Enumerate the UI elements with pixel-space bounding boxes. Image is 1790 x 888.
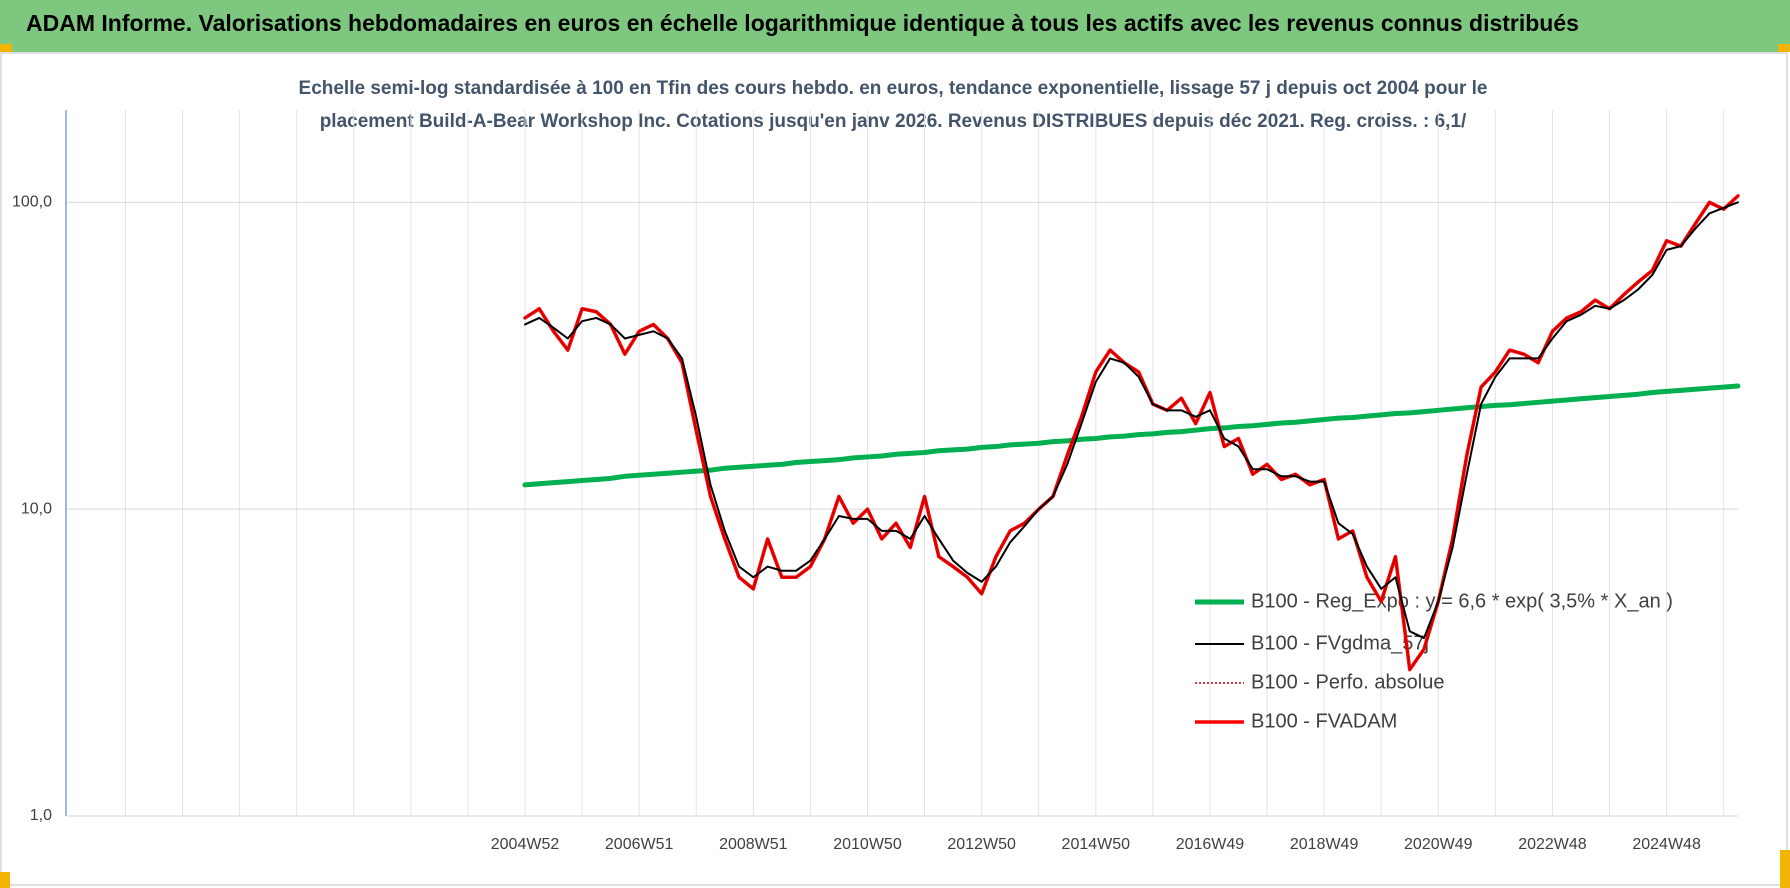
legend: B100 - Reg_Expo : y = 6,6 * exp( 3,5% * …	[1195, 590, 1673, 732]
series-line	[522, 383, 1741, 488]
legend-label: B100 - FVADAM	[1251, 710, 1397, 732]
x-tick-label: 2008W51	[719, 836, 788, 853]
corner-mark	[0, 44, 12, 52]
legend-label: B100 - Reg_Expo : y = 6,6 * exp( 3,5% * …	[1251, 590, 1673, 612]
x-tick-label: 2018W49	[1290, 836, 1359, 853]
chart-title: ADAM Informe. Valorisations hebdomadaire…	[26, 10, 1579, 36]
x-tick-label: 2004W52	[491, 836, 560, 853]
x-tick-label: 2016W49	[1176, 836, 1245, 853]
series-line	[524, 195, 1739, 671]
x-tick-label: 2022W48	[1518, 836, 1587, 853]
corner-mark	[1780, 850, 1790, 888]
chart-subtitle: Echelle semi-log standardisée à 100 en T…	[299, 78, 1488, 99]
y-tick-label: 1,0	[30, 807, 52, 824]
y-tick-label: 100,0	[12, 194, 52, 211]
legend-label: B100 - FVgdma_57j	[1251, 632, 1429, 654]
x-tick-label: 2024W48	[1632, 836, 1701, 853]
x-tick-label: 2012W50	[947, 836, 1016, 853]
y-tick-label: 10,0	[21, 500, 52, 517]
chart-frame	[0, 52, 1788, 886]
grid	[66, 110, 1738, 817]
legend-label: B100 - Perfo. absolue	[1251, 671, 1444, 693]
axes: 1,0 10,0 100,0 2004W52 2006W51 2008W51 2010W50…	[12, 110, 1738, 853]
x-tick-label: 2014W50	[1062, 836, 1131, 853]
x-tick-label: 2020W49	[1404, 836, 1473, 853]
corner-mark	[1778, 44, 1790, 52]
plot	[522, 194, 1741, 672]
series-line	[524, 201, 1739, 640]
title-bar	[0, 0, 1790, 52]
corner-mark	[0, 872, 10, 888]
x-tick-label: 2006W51	[605, 836, 674, 853]
x-tick-label: 2010W50	[833, 836, 902, 853]
chart-subtitle: placement Build-A-Bear Workshop Inc. Cot…	[320, 111, 1467, 132]
